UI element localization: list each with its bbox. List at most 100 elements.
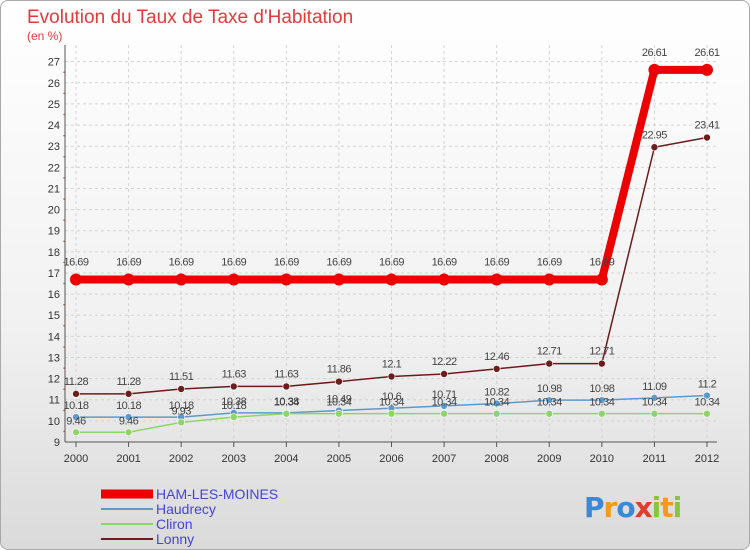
data-label: 16.69 xyxy=(484,257,509,269)
data-point xyxy=(229,382,238,391)
y-axis-unit: (en %) xyxy=(27,29,63,43)
series-ham-les-moines xyxy=(70,63,713,286)
data-label: 23.41 xyxy=(694,120,719,132)
y-tick-label: 27 xyxy=(48,57,60,69)
data-label: 9.93 xyxy=(171,405,191,417)
data-label: 11.28 xyxy=(116,376,141,388)
y-minor-tick xyxy=(63,71,65,74)
data-point xyxy=(332,273,345,286)
data-label: 10.34 xyxy=(432,397,457,409)
data-label: 16.69 xyxy=(274,257,299,269)
data-label: 10.34 xyxy=(274,397,299,409)
data-label: 11.28 xyxy=(64,376,89,388)
data-label: 12.71 xyxy=(589,346,614,358)
data-point xyxy=(335,409,343,418)
data-point xyxy=(440,370,448,378)
data-label: 10.34 xyxy=(537,397,562,409)
y-tick-label: 16 xyxy=(48,289,60,301)
y-minor-tick xyxy=(63,155,65,158)
data-point xyxy=(387,372,396,381)
x-tick-label: 2012 xyxy=(695,453,719,465)
y-tick-label: 12 xyxy=(48,374,60,386)
y-minor-tick xyxy=(63,177,65,179)
data-point xyxy=(177,385,185,393)
y-minor-tick xyxy=(63,324,65,327)
proxiti-logo: Proxiti xyxy=(584,491,682,524)
y-tick-label: 18 xyxy=(48,247,60,259)
x-tick-label: 2001 xyxy=(116,453,140,465)
logo-letter: x xyxy=(634,491,653,524)
data-point xyxy=(703,391,711,400)
data-label: 12.71 xyxy=(537,346,562,358)
y-minor-tick xyxy=(63,134,65,137)
data-point xyxy=(385,273,398,286)
y-minor-tick xyxy=(63,261,65,264)
data-label: 10.34 xyxy=(484,397,509,409)
data-point xyxy=(598,409,606,418)
data-label: 11.2 xyxy=(698,379,717,391)
data-point xyxy=(595,273,608,286)
y-tick-label: 23 xyxy=(48,141,60,153)
y-tick-label: 9 xyxy=(54,437,60,449)
y-tick-label: 13 xyxy=(48,352,60,364)
data-label: 16.69 xyxy=(221,257,246,269)
grid-lines xyxy=(65,45,717,443)
data-label: 9.46 xyxy=(66,415,86,427)
data-point xyxy=(70,273,82,286)
data-label: 10.6 xyxy=(382,391,402,403)
y-tick-label: 24 xyxy=(48,120,60,132)
series-cliron xyxy=(72,409,711,437)
x-tick-label: 2003 xyxy=(222,453,246,465)
data-point xyxy=(648,63,661,76)
y-tick-label: 25 xyxy=(48,99,60,111)
y-tick-label: 26 xyxy=(48,78,60,90)
y-minor-tick xyxy=(63,92,65,95)
y-minor-tick xyxy=(63,198,65,200)
logo-letter: P xyxy=(584,491,605,524)
y-minor-tick xyxy=(63,388,65,390)
data-label: 26.61 xyxy=(642,47,667,59)
data-label: 16.69 xyxy=(116,257,141,269)
x-tick-label: 2005 xyxy=(327,453,351,465)
data-point xyxy=(175,273,188,286)
data-label: 10.18 xyxy=(63,400,88,412)
series-lonny xyxy=(72,133,711,398)
data-label: 11.86 xyxy=(327,364,352,376)
x-tick-label: 2004 xyxy=(274,453,298,465)
logo-letter: i xyxy=(651,491,662,524)
y-minor-tick xyxy=(63,219,65,221)
data-point xyxy=(545,409,554,418)
y-tick-label: 14 xyxy=(48,331,60,343)
data-point xyxy=(387,409,396,418)
data-label: 10.49 xyxy=(326,394,351,406)
data-point xyxy=(72,390,80,398)
y-tick-label: 21 xyxy=(48,183,60,195)
data-label: 10.98 xyxy=(589,383,614,395)
data-label: 10.34 xyxy=(379,397,404,409)
data-label: 10.34 xyxy=(642,397,667,409)
x-tick-label: 2009 xyxy=(537,453,561,465)
data-label: 10.34 xyxy=(589,397,614,409)
data-labels: 16.69 16.69 16.69 16.69 16.69 16.69 16.69 16.69… xyxy=(63,47,720,427)
data-label: 16.69 xyxy=(537,257,562,269)
data-point xyxy=(545,396,554,404)
y-tick-label: 20 xyxy=(48,205,60,217)
data-point xyxy=(280,273,293,286)
data-label: 10.34 xyxy=(326,397,351,409)
data-point xyxy=(282,409,291,418)
data-point xyxy=(124,428,133,437)
data-point xyxy=(72,428,80,437)
data-point xyxy=(492,365,501,373)
data-label: 9.46 xyxy=(119,415,139,427)
y-tick-label: 19 xyxy=(48,226,60,238)
x-tick-label: 2002 xyxy=(169,453,193,465)
y-minor-tick xyxy=(63,303,65,306)
legend-label: Haudrecy xyxy=(156,501,216,517)
y-minor-tick xyxy=(63,367,65,369)
data-label: 22.95 xyxy=(642,129,667,141)
logo-letter: o xyxy=(616,491,635,524)
data-label: 10.34 xyxy=(694,397,719,409)
x-tick-label: 2008 xyxy=(484,453,508,465)
